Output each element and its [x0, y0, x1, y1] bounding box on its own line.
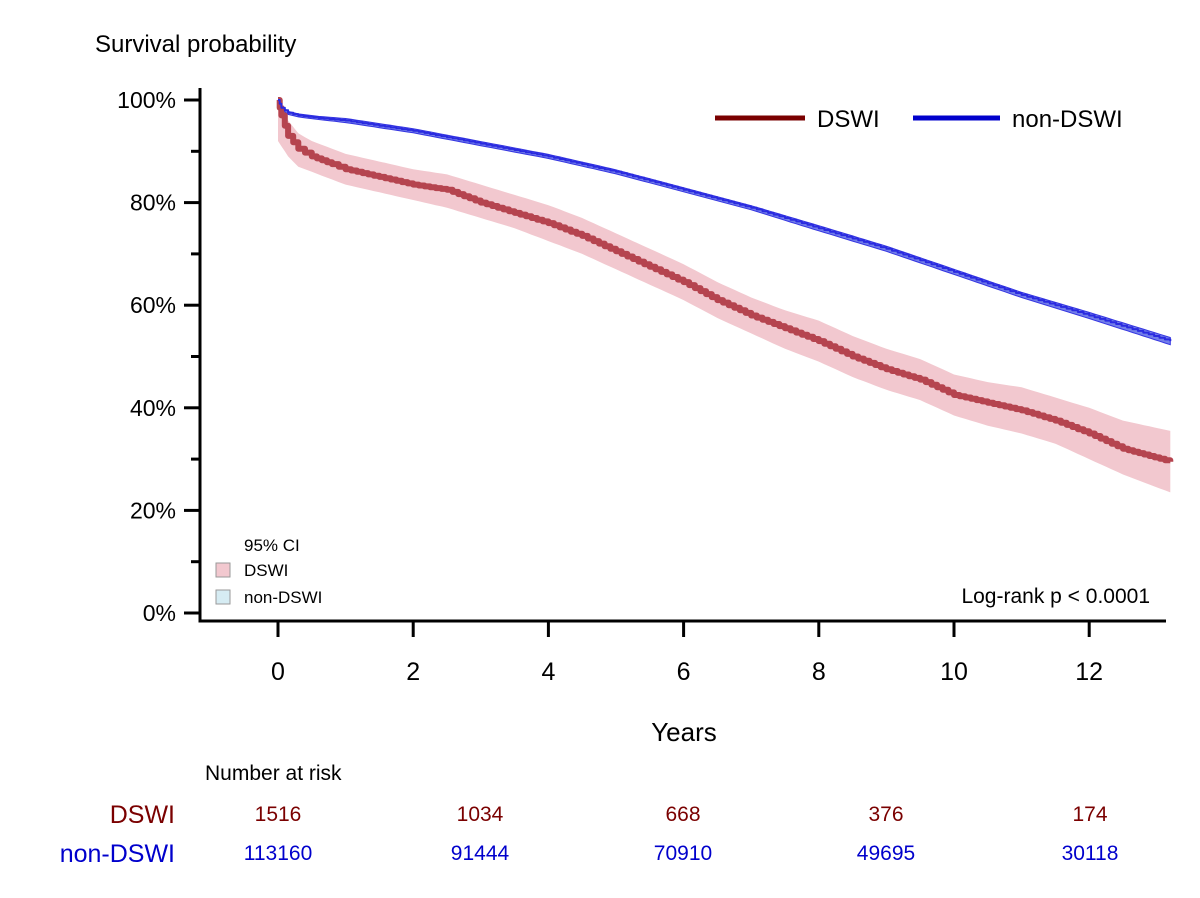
- x-tick-label: 12: [1075, 658, 1103, 686]
- x-tick-label: 2: [406, 658, 420, 686]
- y-tick-label: 100%: [117, 87, 176, 113]
- survival-line-non-dswi: [278, 99, 1172, 342]
- y-axis-title: Survival probability: [95, 31, 296, 58]
- y-tick-label: 0%: [143, 600, 176, 626]
- ci-legend-label-dswi: DSWI: [244, 561, 288, 580]
- ci-legend: 95% CI DSWI non-DSWI: [215, 536, 322, 607]
- risk-value: 70910: [654, 842, 712, 865]
- y-tick-label: 40%: [130, 395, 176, 421]
- axes: 0% 20% 40% 60% 80% 100% 0 2 4 6 8 10 12: [117, 87, 1166, 686]
- y-tick-label: 80%: [130, 190, 176, 216]
- risk-value: 91444: [451, 842, 510, 865]
- ci-legend-title: 95% CI: [244, 536, 300, 555]
- y-tick-label: 60%: [130, 292, 176, 318]
- risk-value: 49695: [857, 842, 915, 865]
- ci-legend-swatch-dswi: [215, 562, 231, 578]
- ci-bands: [277, 99, 1171, 493]
- ci-band-dswi: [278, 100, 1171, 493]
- risk-row-label-dswi: DSWI: [110, 801, 175, 829]
- risk-value: 668: [665, 803, 700, 826]
- survival-line-dswi: [276, 97, 1174, 464]
- legend: DSWI non-DSWI: [715, 106, 1123, 133]
- x-tick-label: 4: [541, 658, 555, 686]
- risk-table-title: Number at risk: [205, 762, 342, 785]
- x-tick-label: 0: [271, 658, 285, 686]
- x-tick-label: 8: [812, 658, 826, 686]
- survival-curves: [276, 97, 1174, 464]
- legend-label-non-dswi: non-DSWI: [1012, 106, 1123, 133]
- risk-value: 30118: [1062, 842, 1119, 865]
- ci-legend-swatch-non-dswi: [215, 589, 231, 605]
- risk-table: Number at risk DSWI 1516 1034 668 376 174 non-D…: [60, 762, 1119, 868]
- risk-row-label-non-dswi: non-DSWI: [60, 840, 175, 868]
- x-axis-title: Years: [651, 717, 717, 747]
- risk-value: 1516: [255, 803, 302, 826]
- ci-legend-label-non-dswi: non-DSWI: [244, 588, 322, 607]
- risk-value: 174: [1072, 803, 1107, 826]
- risk-value: 376: [868, 803, 903, 826]
- ci-band-non-dswi: [277, 99, 1171, 346]
- legend-label-dswi: DSWI: [817, 106, 880, 133]
- y-tick-label: 20%: [130, 497, 176, 523]
- risk-value: 1034: [457, 803, 504, 826]
- x-tick-label: 10: [940, 658, 968, 686]
- x-tick-label: 6: [677, 658, 691, 686]
- logrank-annotation: Log-rank p < 0.0001: [961, 585, 1150, 608]
- risk-value: 113160: [244, 842, 313, 865]
